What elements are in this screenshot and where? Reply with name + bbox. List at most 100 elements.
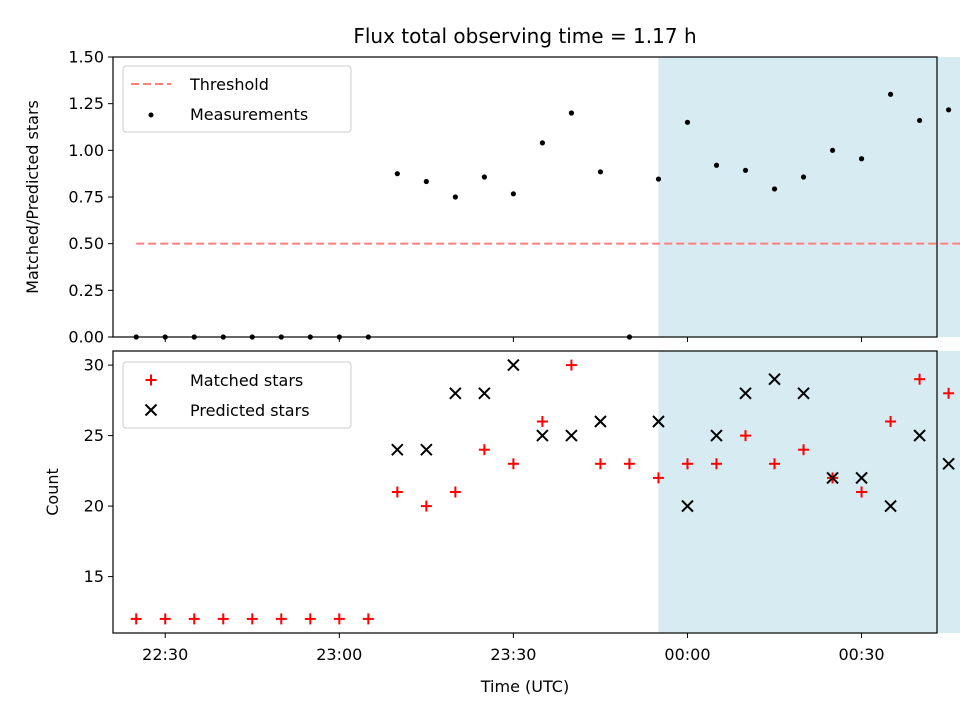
observing-window-span	[658, 351, 960, 633]
measurement-point	[510, 191, 516, 197]
predicted-star-point	[739, 387, 752, 400]
ratio-y-axis-label: Matched/Predicted stars	[23, 100, 42, 294]
predicted-star-point	[391, 443, 404, 456]
measurement-point	[829, 147, 836, 153]
predicted-star-point	[478, 387, 491, 400]
ratio-panel: 0.00 0.25 0.50 0.75 1.00 1.25 1.50 Matched/Pre…	[23, 48, 960, 347]
y-tick-label: 0.50	[68, 234, 104, 253]
legend-plus-marker	[145, 374, 157, 386]
y-tick-label: 30	[84, 356, 104, 375]
matched-star-point	[217, 613, 229, 625]
predicted-star-point	[942, 457, 955, 471]
legend-matched-label: Matched stars	[190, 371, 303, 390]
y-tick-label: 15	[84, 567, 104, 586]
ratio-y-axis: 0.00 0.25 0.50 0.75 1.00 1.25 1.50	[68, 48, 113, 347]
legend-measurement-swatch	[148, 112, 154, 118]
predicted-star-point	[826, 471, 839, 485]
time-x-axis-label: Time (UTC)	[480, 677, 569, 696]
measurement-point	[713, 162, 720, 168]
matched-star-point	[623, 458, 635, 470]
matched-star-point	[536, 416, 548, 427]
measurement-point	[539, 140, 546, 146]
matched-star-point	[275, 613, 287, 625]
ratio-legend-box	[122, 65, 352, 133]
count-legend-box	[122, 361, 352, 429]
matched-star-point	[885, 416, 897, 427]
x-tick-label: 00:30	[839, 645, 885, 664]
count-y-axis: 15 20 25 30	[84, 356, 113, 586]
predicted-star-point	[797, 387, 810, 400]
measurement-point	[946, 107, 952, 113]
predicted-star-point	[652, 415, 665, 428]
ratio-legend: Threshold Measurements	[122, 65, 352, 133]
measurement-point	[655, 176, 662, 182]
matched-star-point	[769, 458, 781, 470]
matched-star-point	[333, 613, 345, 625]
count-legend: Matched stars Predicted stars	[122, 361, 352, 429]
measurement-point	[481, 174, 487, 180]
predicted-star-point	[594, 415, 607, 428]
y-tick-label: 1.25	[68, 94, 104, 113]
predicted-star-point	[855, 471, 868, 485]
matched-star-point	[449, 486, 461, 498]
predicted-star-point	[507, 358, 520, 372]
y-tick-label: 1.50	[68, 48, 104, 67]
measurement-point	[394, 171, 400, 177]
count-points	[130, 358, 955, 625]
legend-matched-swatch	[145, 374, 157, 386]
measurement-point	[916, 117, 923, 124]
x-tick-label: 00:00	[664, 645, 710, 664]
measurement-point	[800, 174, 807, 180]
matched-star-point	[856, 486, 868, 498]
matched-star-point	[159, 613, 171, 625]
measurement-point	[742, 167, 749, 173]
measurement-point	[771, 186, 778, 192]
matched-star-point	[391, 486, 403, 498]
y-tick-label: 20	[84, 497, 104, 516]
y-tick-label: 25	[84, 426, 104, 445]
matched-star-point	[130, 613, 142, 625]
matched-star-point	[914, 373, 926, 385]
matched-star-point	[681, 458, 693, 470]
measurement-point	[423, 178, 429, 185]
measurement-point	[684, 119, 691, 125]
chart-title: Flux total observing time = 1.17 h	[353, 24, 696, 48]
x-tick-label: 23:00	[316, 645, 362, 664]
ratio-x-ticks	[164, 337, 863, 342]
measurement-point	[858, 156, 865, 162]
measurement-point	[452, 194, 458, 200]
matched-star-point	[420, 500, 432, 512]
matched-star-point	[594, 458, 606, 470]
x-tick-label: 23:30	[490, 645, 536, 664]
predicted-star-point	[710, 429, 723, 442]
predicted-star-point	[449, 387, 462, 400]
matched-star-point	[652, 472, 664, 484]
matched-star-point	[565, 359, 577, 371]
matched-star-point	[507, 458, 519, 470]
y-tick-label: 0.25	[68, 281, 104, 300]
measurement-point	[597, 169, 604, 175]
predicted-star-point	[420, 443, 433, 456]
matched-star-point	[798, 444, 810, 456]
ratio-plot-frame	[112, 56, 938, 338]
matched-star-point	[246, 613, 258, 625]
matched-star-point	[710, 458, 722, 470]
predicted-star-point	[913, 429, 926, 442]
measurement-point	[887, 91, 894, 97]
y-tick-label: 0.00	[68, 328, 104, 347]
predicted-star-point	[884, 499, 897, 513]
x-tick-label: 22:30	[142, 645, 188, 664]
legend-predicted-label: Predicted stars	[190, 401, 310, 420]
matched-star-point	[304, 613, 316, 625]
legend-x-marker	[144, 403, 158, 417]
matched-star-point	[362, 613, 374, 625]
matched-star-point	[478, 444, 490, 456]
matched-star-point	[188, 613, 200, 625]
legend-threshold-label: Threshold	[189, 75, 269, 94]
matched-star-point	[943, 387, 955, 399]
count-y-axis-label: Count	[43, 468, 62, 516]
predicted-star-point	[681, 499, 694, 513]
